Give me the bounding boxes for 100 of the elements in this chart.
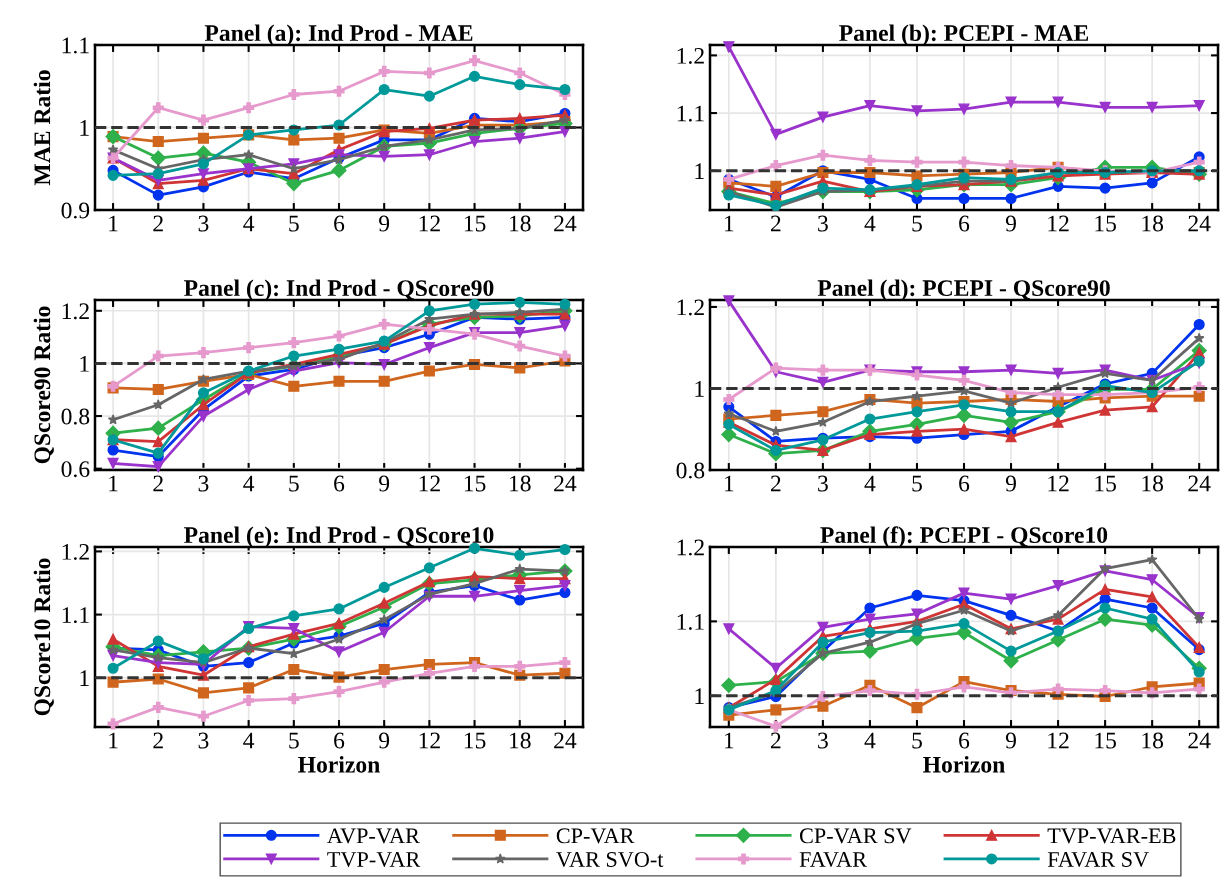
y-tick-label: 1.2 bbox=[677, 47, 704, 64]
y-tick-label: 0.8 bbox=[61, 408, 90, 425]
x-tick-label: 5 bbox=[912, 215, 922, 232]
x-tick-label: 1 bbox=[109, 732, 118, 749]
x-tick-label: 9 bbox=[1005, 475, 1016, 492]
y-tick-label: 1 bbox=[695, 381, 704, 397]
y-tick-label: 1 bbox=[80, 670, 89, 686]
x-tick-label: 5 bbox=[289, 475, 299, 492]
x-tick-label: 3 bbox=[818, 215, 828, 232]
x-tick-label: 12 bbox=[419, 732, 440, 749]
x-tick-label: 9 bbox=[1005, 732, 1016, 749]
x-tick-label: 12 bbox=[419, 475, 440, 492]
x-tick-label: 6 bbox=[959, 215, 970, 232]
x-tick-label: 5 bbox=[912, 732, 922, 749]
y-tick-label: 1.2 bbox=[677, 299, 704, 316]
y-tick-label: 1 bbox=[80, 120, 89, 136]
chart-title: Panel (f): PCEPI - QScore10 bbox=[820, 526, 1108, 548]
x-tick-label: 9 bbox=[379, 215, 390, 232]
x-tick-label: 4 bbox=[864, 215, 876, 232]
x-tick-label: 15 bbox=[1095, 215, 1116, 232]
x-tick-label: 1 bbox=[109, 475, 118, 492]
y-tick-label: 0.9 bbox=[61, 202, 90, 219]
x-tick-label: 24 bbox=[1188, 215, 1211, 232]
legend-label: TVP-VAR bbox=[327, 852, 421, 868]
x-tick-label: 3 bbox=[198, 475, 209, 492]
x-tick-label: 9 bbox=[1005, 215, 1016, 232]
y-tick-label: 1 bbox=[695, 688, 704, 704]
x-tick-label: 2 bbox=[153, 475, 163, 492]
x-tick-label: 18 bbox=[510, 732, 531, 749]
x-tick-label: 9 bbox=[379, 732, 390, 749]
y-tick-label: 0.8 bbox=[676, 462, 705, 479]
y-axis-title: MAE Ratio bbox=[33, 70, 51, 186]
chart-title: Panel (e): Ind Prod - QScore10 bbox=[184, 526, 494, 548]
x-tick-label: 18 bbox=[1142, 475, 1164, 492]
x-tick-label: 1 bbox=[724, 475, 734, 492]
x-tick-label: 2 bbox=[770, 215, 781, 232]
x-tick-label: 6 bbox=[334, 475, 345, 492]
y-tick-label: 1 bbox=[695, 163, 704, 179]
legend-label: VAR SVO-t bbox=[556, 852, 664, 868]
chart-title: Panel (c): Ind Prod - QScore90 bbox=[184, 279, 494, 301]
y-tick-label: 1.1 bbox=[62, 37, 89, 54]
x-tick-label: 18 bbox=[1142, 732, 1164, 749]
x-tick-label: 3 bbox=[198, 215, 209, 232]
y-axis-title: QScore10 Ratio bbox=[33, 558, 54, 716]
y-tick-label: 1.1 bbox=[677, 105, 704, 122]
x-tick-label: 12 bbox=[1048, 732, 1069, 749]
y-tick-label: 1.2 bbox=[62, 543, 89, 560]
x-tick-label: 15 bbox=[464, 475, 486, 492]
y-tick-label: 0.6 bbox=[61, 461, 90, 478]
x-tick-label: 15 bbox=[1095, 475, 1116, 492]
x-tick-label: 5 bbox=[289, 215, 299, 232]
x-axis-title: Horizon bbox=[298, 756, 380, 773]
chart-title: Panel (a): Ind Prod - MAE bbox=[204, 24, 473, 46]
chart-title: Panel (b): PCEPI - MAE bbox=[839, 24, 1089, 46]
y-tick-label: 1 bbox=[80, 356, 89, 372]
x-tick-label: 18 bbox=[1142, 215, 1164, 232]
x-tick-label: 18 bbox=[510, 215, 531, 232]
x-tick-label: 6 bbox=[334, 732, 345, 749]
x-tick-label: 2 bbox=[770, 475, 781, 492]
x-tick-label: 1 bbox=[724, 732, 734, 749]
x-tick-label: 24 bbox=[1188, 732, 1211, 749]
legend-label: AVP-VAR bbox=[327, 828, 420, 844]
x-tick-label: 1 bbox=[109, 215, 118, 232]
x-tick-label: 24 bbox=[554, 475, 577, 492]
x-tick-label: 3 bbox=[818, 475, 828, 492]
x-tick-label: 15 bbox=[464, 215, 486, 232]
x-tick-label: 3 bbox=[818, 732, 828, 749]
x-axis-title: Horizon bbox=[923, 756, 1005, 773]
x-tick-label: 2 bbox=[153, 215, 163, 232]
x-tick-label: 12 bbox=[419, 215, 440, 232]
x-tick-label: 4 bbox=[243, 475, 255, 492]
x-tick-label: 24 bbox=[554, 732, 577, 749]
legend-label: FAVAR SV bbox=[1047, 852, 1149, 868]
legend-label: CP-VAR SV bbox=[799, 828, 912, 844]
x-tick-label: 1 bbox=[724, 215, 734, 232]
legend-label: FAVAR bbox=[799, 852, 867, 868]
x-tick-label: 4 bbox=[864, 475, 876, 492]
x-tick-label: 24 bbox=[554, 215, 577, 232]
y-tick-label: 1.2 bbox=[677, 539, 704, 556]
x-tick-label: 4 bbox=[864, 732, 876, 749]
legend-label: TVP-VAR-EB bbox=[1047, 828, 1176, 844]
x-tick-label: 15 bbox=[1095, 732, 1116, 749]
y-tick-label: 1.2 bbox=[62, 303, 89, 320]
x-tick-label: 6 bbox=[334, 215, 345, 232]
x-tick-label: 24 bbox=[1188, 475, 1211, 492]
x-tick-label: 18 bbox=[510, 475, 531, 492]
y-tick-label: 1.1 bbox=[62, 607, 89, 624]
x-tick-label: 12 bbox=[1048, 215, 1069, 232]
x-tick-label: 9 bbox=[379, 475, 390, 492]
x-tick-label: 2 bbox=[153, 732, 163, 749]
x-tick-label: 5 bbox=[289, 732, 299, 749]
chart-title: Panel (d): PCEPI - QScore90 bbox=[817, 279, 1110, 301]
x-tick-label: 12 bbox=[1048, 475, 1069, 492]
legend-label: CP-VAR bbox=[556, 828, 635, 844]
x-tick-label: 4 bbox=[243, 732, 255, 749]
y-tick-label: 1.1 bbox=[677, 613, 704, 630]
x-tick-label: 6 bbox=[959, 732, 970, 749]
y-axis-title: QScore90 Ratio bbox=[33, 306, 54, 464]
x-tick-label: 4 bbox=[243, 215, 255, 232]
x-tick-label: 5 bbox=[912, 475, 922, 492]
